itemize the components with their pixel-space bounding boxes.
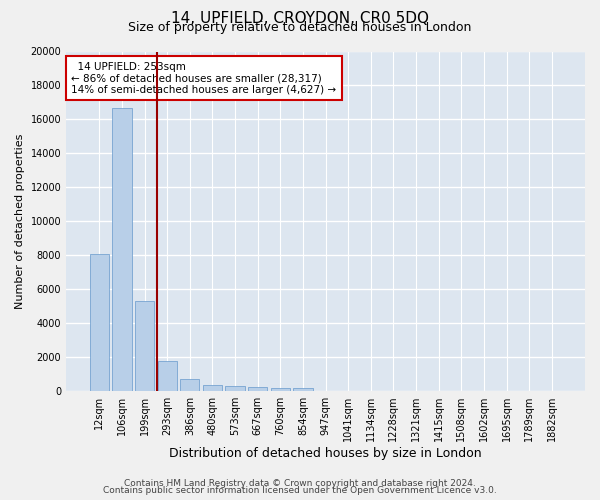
Text: Size of property relative to detached houses in London: Size of property relative to detached ho… [128, 21, 472, 34]
Text: Contains public sector information licensed under the Open Government Licence v3: Contains public sector information licen… [103, 486, 497, 495]
Bar [135, 301, 154, 391]
Bar [271, 388, 290, 391]
Bar [158, 362, 177, 391]
Text: 14, UPFIELD, CROYDON, CR0 5DQ: 14, UPFIELD, CROYDON, CR0 5DQ [171, 11, 429, 26]
Bar [180, 379, 199, 391]
Bar [203, 384, 222, 391]
Bar [112, 108, 131, 391]
Bar [90, 254, 109, 391]
Bar [248, 388, 268, 391]
Bar [293, 388, 313, 391]
Y-axis label: Number of detached properties: Number of detached properties [15, 134, 25, 309]
Text: Contains HM Land Registry data © Crown copyright and database right 2024.: Contains HM Land Registry data © Crown c… [124, 478, 476, 488]
X-axis label: Distribution of detached houses by size in London: Distribution of detached houses by size … [169, 447, 482, 460]
Bar [226, 386, 245, 391]
Text: 14 UPFIELD: 253sqm  
← 86% of detached houses are smaller (28,317)
14% of semi-d: 14 UPFIELD: 253sqm ← 86% of detached hou… [71, 62, 337, 95]
